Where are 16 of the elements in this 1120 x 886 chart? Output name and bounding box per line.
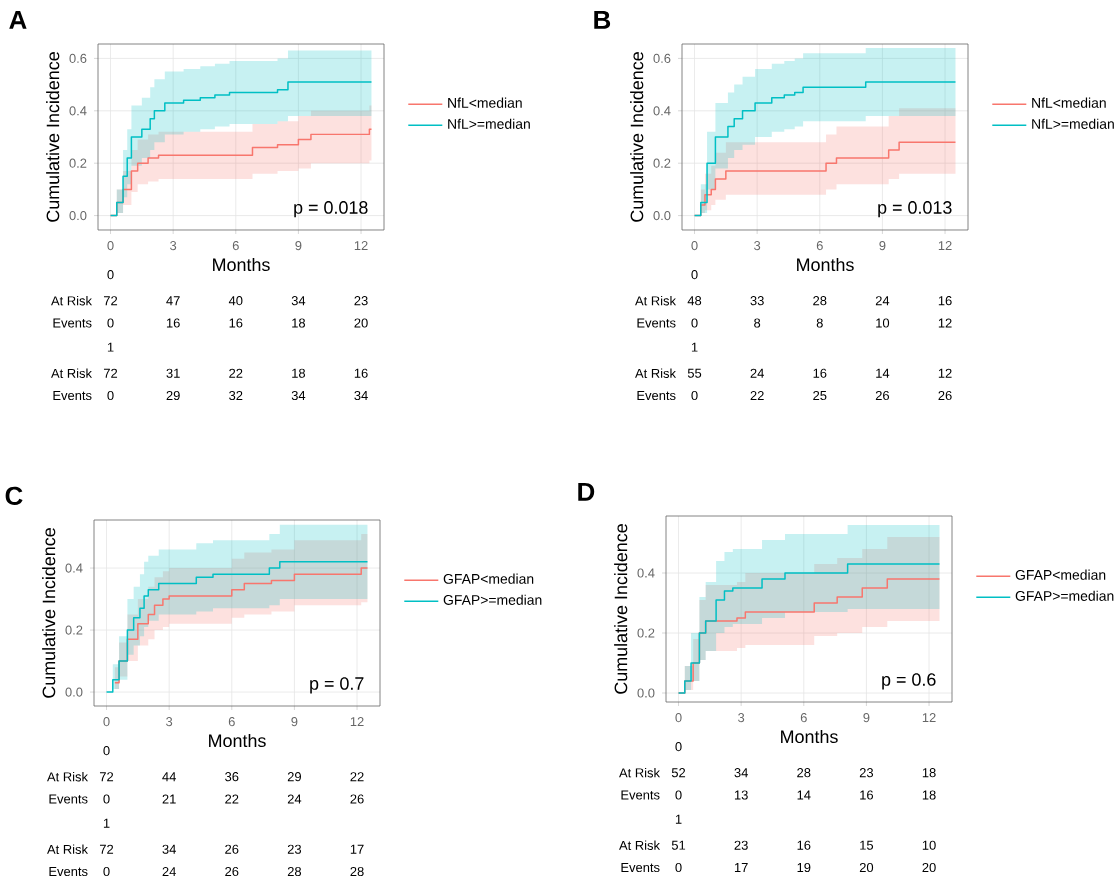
chart-title: D bbox=[578, 482, 595, 501]
chart-title: B bbox=[594, 10, 611, 29]
x-axis-title: Months bbox=[797, 257, 854, 272]
y-axis-title: Cumulative Incidence bbox=[630, 52, 644, 222]
annotation: p = 0.018 bbox=[294, 201, 368, 218]
x-axis-title: Months bbox=[781, 729, 838, 744]
x-axis-title: Months bbox=[213, 257, 270, 272]
y-axis-title: Cumulative Incidence bbox=[46, 52, 60, 222]
chart-title: A bbox=[9, 10, 27, 29]
annotation: p = 0.013 bbox=[878, 201, 952, 218]
x-axis-title: Months bbox=[209, 733, 266, 748]
annotation: p = 0.6 bbox=[882, 673, 936, 690]
y-axis-title: Cumulative Incidence bbox=[614, 524, 628, 694]
y-axis-title: Cumulative Incidence bbox=[42, 528, 56, 698]
chart-title: C bbox=[5, 486, 23, 505]
annotation: p = 0.7 bbox=[310, 677, 364, 694]
